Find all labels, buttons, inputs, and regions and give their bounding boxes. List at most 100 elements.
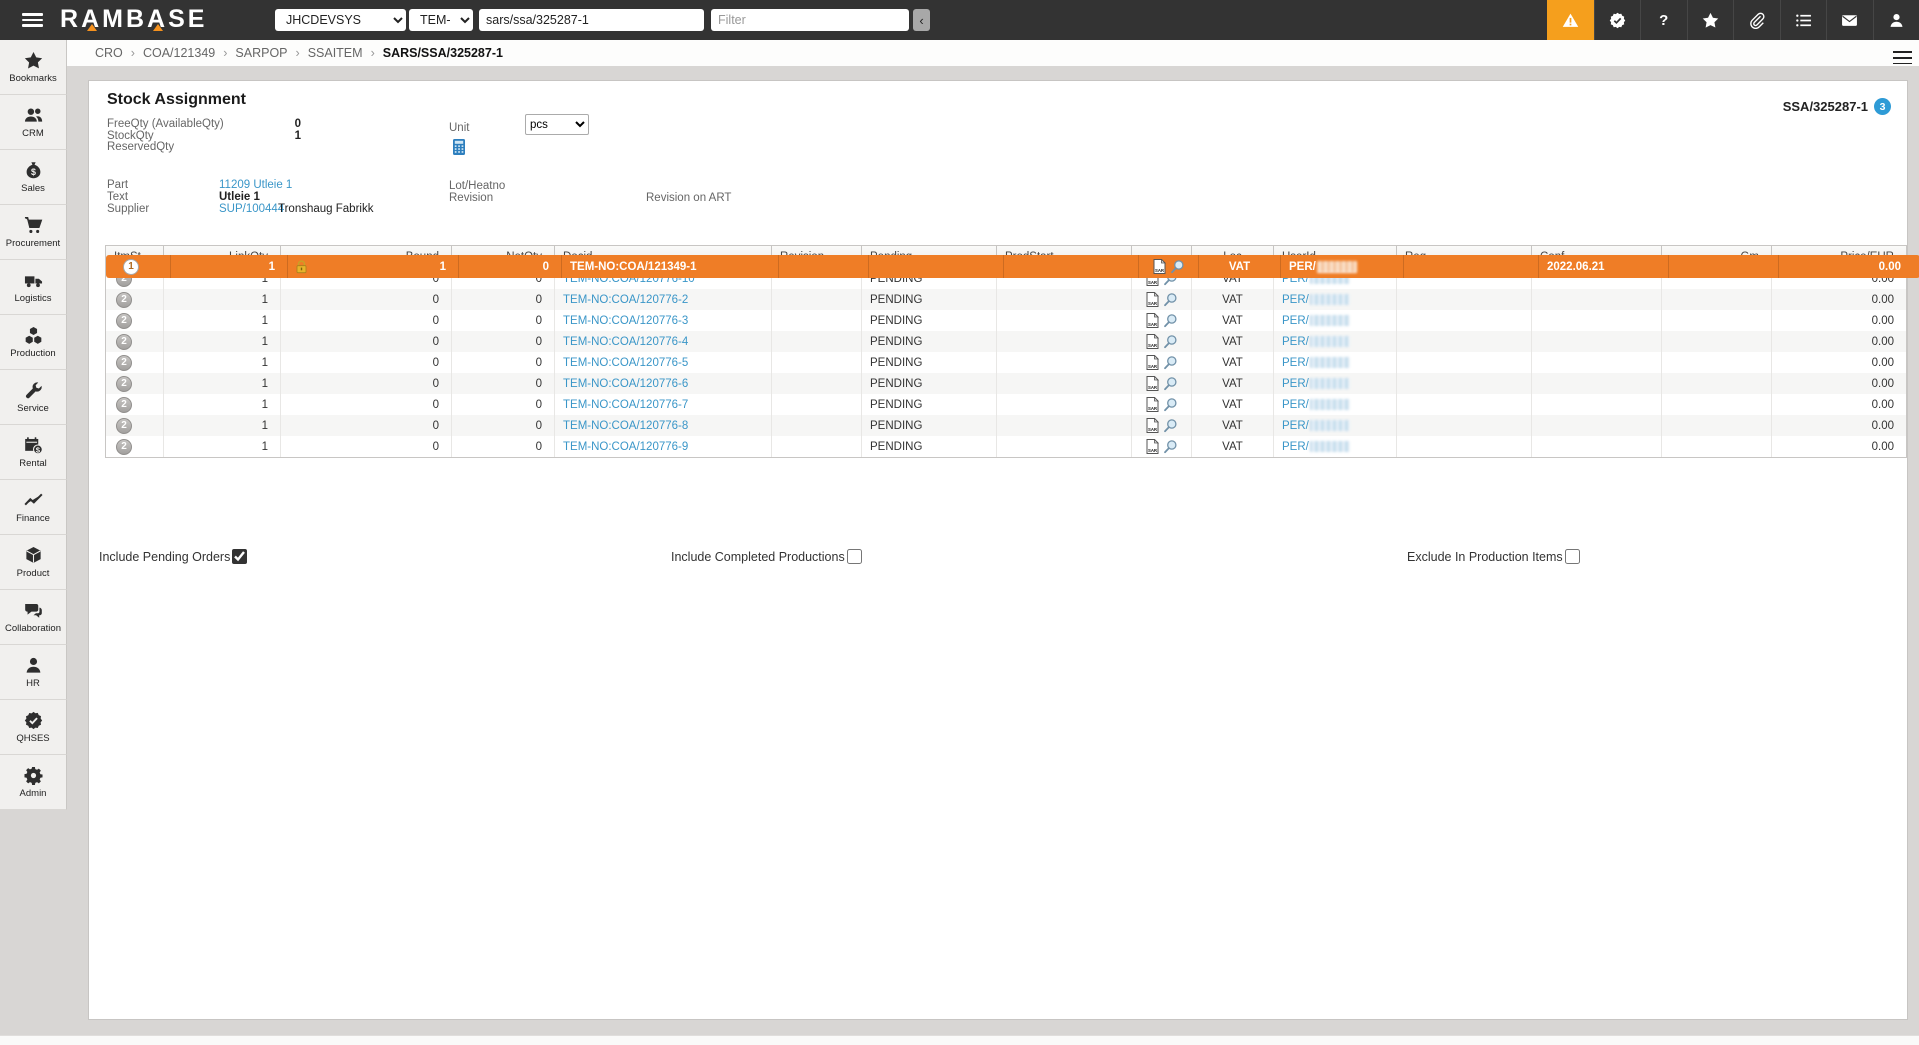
docid-link[interactable]: TEM-NO:COA/120776-3 [563, 314, 689, 327]
collapse-button[interactable]: ‹ [913, 9, 930, 31]
table-row-selected[interactable]: 1 1 1 0 TEM-NO:COA/121349-1 SAR VAT PER/2022.06… [106, 255, 1919, 278]
docid-link[interactable]: TEM-NO:COA/120776-7 [563, 398, 689, 411]
rambase-logo[interactable]: RAMBASE [60, 5, 208, 33]
table-row[interactable]: 2 1 0 0 TEM-NO:COA/120776-5 PENDING SAR VAT PER/… [106, 352, 1906, 373]
breadcrumb-item[interactable]: CRO [95, 46, 123, 60]
main-panel: Stock Assignment SSA/325287-1 3 FreeQty … [88, 80, 1919, 1020]
userid-link[interactable]: PER/ [1282, 440, 1309, 453]
table-row[interactable]: 2 1 0 0 TEM-NO:COA/120776-2 PENDING SAR VAT PER/… [106, 289, 1906, 310]
alert-triangle-icon[interactable] [1547, 0, 1594, 40]
help-icon[interactable]: ? [1640, 0, 1687, 40]
preview-icon[interactable] [1163, 334, 1178, 349]
userid-link[interactable]: PER/ [1282, 293, 1309, 306]
table-row[interactable]: 2 1 0 0 TEM-NO:COA/120776-9 PENDING SAR VAT PER/… [106, 436, 1906, 457]
table-cell: 0 [452, 331, 555, 352]
preview-icon[interactable] [1163, 376, 1178, 391]
sidebar-item-service[interactable]: Service [0, 370, 67, 425]
part-link[interactable]: 11209 Utleie 1 [219, 179, 293, 191]
checkbox-input[interactable] [1564, 549, 1580, 564]
sidebar-item-finance[interactable]: Finance [0, 480, 67, 535]
filter-input[interactable] [711, 9, 909, 31]
supplier-link[interactable]: SUP/100444 [219, 203, 285, 215]
database-select[interactable]: TEM-NO [409, 9, 473, 31]
sidebar-item-product[interactable]: Product [0, 535, 67, 590]
sidebar-item-crm[interactable]: CRM [0, 95, 67, 150]
table-cell: 1 [164, 331, 281, 352]
calculator-icon[interactable] [453, 139, 465, 160]
userid-link[interactable]: PER/ [1282, 398, 1309, 411]
sar-doc-icon[interactable]: SAR [1146, 397, 1159, 412]
docid-link[interactable]: TEM-NO:COA/120776-8 [563, 419, 689, 432]
preview-icon[interactable] [1163, 418, 1178, 433]
sar-doc-icon[interactable]: SAR [1153, 259, 1166, 274]
notification-badge[interactable]: 3 [1874, 98, 1891, 115]
docid-link[interactable]: TEM-NO:COA/120776-4 [563, 335, 689, 348]
userid-link[interactable]: PER/ [1282, 314, 1309, 327]
userid-link[interactable]: PER/ [1289, 260, 1316, 273]
preview-icon[interactable] [1163, 439, 1178, 454]
seal-check-icon[interactable] [1593, 0, 1641, 40]
breadcrumb-item[interactable]: SARPOP [235, 46, 288, 60]
sidebar-item-procurement[interactable]: Procurement [0, 205, 67, 260]
filter-include-pending-orders[interactable]: Include Pending Orders [99, 549, 248, 564]
preview-icon[interactable] [1163, 397, 1178, 412]
task-list-icon[interactable] [1779, 0, 1827, 40]
program-search-input[interactable] [479, 9, 704, 31]
table-row[interactable]: 2 1 0 0 TEM-NO:COA/120776-4 PENDING SAR VAT PER/… [106, 331, 1906, 352]
favorites-star-icon[interactable] [1686, 0, 1734, 40]
table-cell [997, 331, 1132, 352]
sar-doc-icon[interactable]: SAR [1146, 418, 1159, 433]
preview-icon[interactable] [1163, 355, 1178, 370]
page-title: Stock Assignment [107, 91, 246, 108]
table-row[interactable]: 2 1 0 0 TEM-NO:COA/120776-8 PENDING SAR VAT PER/… [106, 415, 1906, 436]
menu-icon[interactable] [22, 13, 43, 28]
user-icon[interactable] [1872, 0, 1919, 40]
breadcrumb-item[interactable]: SSAITEM [307, 46, 363, 60]
table-cell: 0.00 [1871, 377, 1894, 390]
context-menu-icon[interactable] [1893, 51, 1912, 68]
system-select[interactable]: JHCDEVSYS [275, 9, 406, 31]
checkbox-input[interactable] [232, 549, 248, 564]
docid-link[interactable]: TEM-NO:COA/121349-1 [570, 260, 697, 273]
filter-include-completed-productions[interactable]: Include Completed Productions [671, 549, 862, 564]
docid-link[interactable]: TEM-NO:COA/120776-2 [563, 293, 689, 306]
mail-icon[interactable] [1826, 0, 1873, 40]
sar-doc-icon[interactable]: SAR [1146, 334, 1159, 349]
userid-link[interactable]: PER/ [1282, 419, 1309, 432]
preview-icon[interactable] [1163, 313, 1178, 328]
userid-link[interactable]: PER/ [1282, 377, 1309, 390]
table-row[interactable]: 2 1 0 0 TEM-NO:COA/120776-7 PENDING SAR VAT PER/… [106, 394, 1906, 415]
docid-link[interactable]: TEM-NO:COA/120776-9 [563, 440, 689, 453]
unit-select[interactable]: pcs [525, 114, 589, 135]
sidebar-item-rental[interactable]: $ Rental [0, 425, 67, 480]
table-cell [1532, 373, 1662, 394]
sidebar-item-qhses[interactable]: QHSES [0, 700, 67, 755]
table-cell: PER/ [1274, 436, 1397, 457]
sidebar-item-collaboration[interactable]: Collaboration [0, 590, 67, 645]
sidebar-item-production[interactable]: Production [0, 315, 67, 370]
sidebar-item-logistics[interactable]: Logistics [0, 260, 67, 315]
table-row[interactable]: 2 1 0 0 TEM-NO:COA/120776-6 PENDING SAR VAT PER/… [106, 373, 1906, 394]
sar-doc-icon[interactable]: SAR [1146, 355, 1159, 370]
userid-redacted [1309, 357, 1350, 368]
preview-icon[interactable] [1170, 259, 1185, 274]
sar-doc-icon[interactable]: SAR [1146, 292, 1159, 307]
table-row[interactable]: 2 1 0 0 TEM-NO:COA/120776-3 PENDING SAR VAT PER/… [106, 310, 1906, 331]
userid-link[interactable]: PER/ [1282, 335, 1309, 348]
sidebar-item-sales[interactable]: $ Sales [0, 150, 67, 205]
userid-link[interactable]: PER/ [1282, 356, 1309, 369]
sidebar-item-bookmarks[interactable]: Bookmarks [0, 40, 67, 95]
table-cell: PER/ [1274, 310, 1397, 331]
paperclip-icon[interactable] [1733, 0, 1780, 40]
docid-link[interactable]: TEM-NO:COA/120776-6 [563, 377, 689, 390]
sidebar-item-admin[interactable]: Admin [0, 755, 67, 810]
docid-link[interactable]: TEM-NO:COA/120776-5 [563, 356, 689, 369]
breadcrumb-item[interactable]: COA/121349 [142, 46, 216, 60]
preview-icon[interactable] [1163, 292, 1178, 307]
sar-doc-icon[interactable]: SAR [1146, 439, 1159, 454]
sidebar-item-hr[interactable]: HR [0, 645, 67, 700]
sar-doc-icon[interactable]: SAR [1146, 376, 1159, 391]
filter-exclude-in-production-items[interactable]: Exclude In Production Items [1407, 549, 1580, 564]
checkbox-input[interactable] [846, 549, 862, 564]
sar-doc-icon[interactable]: SAR [1146, 313, 1159, 328]
